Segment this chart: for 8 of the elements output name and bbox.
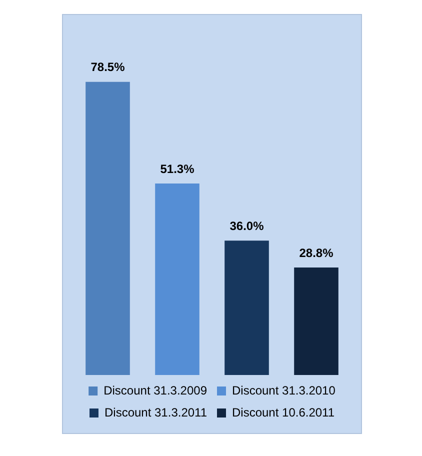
legend-label: Discount 31.3.2011 (104, 405, 208, 420)
data-label: 78.5% (90, 60, 126, 74)
data-label: 36.0% (230, 218, 264, 233)
legend-label: Discount 10.6.2011 (232, 405, 335, 420)
legend-label: Discount 31.3.2009 (104, 383, 208, 398)
legend-label: Discount 31.3.2010 (232, 383, 336, 398)
data-label: 28.8% (299, 246, 334, 260)
data-label: 51.3% (160, 162, 195, 176)
